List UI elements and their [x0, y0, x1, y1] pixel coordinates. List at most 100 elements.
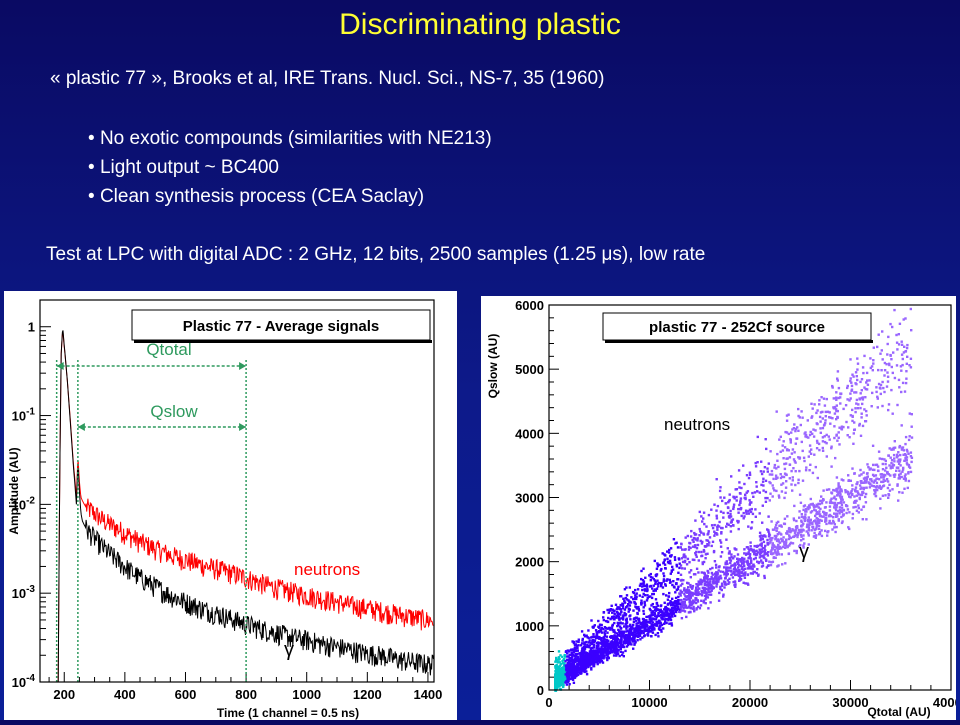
scatter-point — [885, 466, 888, 469]
scatter-point — [586, 636, 589, 639]
scatter-point — [834, 512, 837, 515]
scatter-point — [856, 362, 860, 365]
scatter-point — [842, 509, 845, 512]
scatter-point — [729, 570, 733, 573]
scatter-point — [836, 379, 839, 382]
scatter-point — [668, 548, 671, 552]
scatter-point — [814, 522, 818, 525]
scatter-point — [725, 538, 728, 541]
scatter-point — [641, 579, 645, 582]
scatter-point — [897, 333, 900, 336]
scatter-point — [780, 533, 783, 536]
scatter-point — [630, 631, 634, 634]
scatter-point — [704, 602, 707, 605]
scatter-point — [606, 627, 609, 630]
scatter-point — [624, 614, 627, 617]
scatter-point — [904, 435, 908, 439]
scatter-point — [785, 480, 788, 483]
scatter-point — [583, 633, 586, 637]
scatter-point — [870, 365, 874, 368]
scatter-point — [898, 473, 901, 477]
scatter-point — [881, 468, 885, 471]
scatter-point — [774, 537, 777, 540]
scatter-point — [825, 516, 828, 520]
scatter-point — [742, 511, 745, 515]
scatter-point — [610, 604, 613, 607]
scatter-point — [866, 383, 870, 386]
scatter-point — [687, 545, 691, 549]
scatter-point — [820, 519, 823, 522]
scatter-point — [789, 441, 792, 444]
scatter-point — [628, 615, 631, 618]
scatter-point — [901, 363, 904, 367]
scatter-point — [615, 654, 618, 657]
scatter-point — [849, 479, 852, 482]
scatter-point — [841, 520, 844, 523]
scatter-point — [600, 640, 603, 643]
scatter-point — [700, 571, 703, 574]
scatter-point — [654, 609, 657, 612]
scatter-point — [881, 494, 885, 497]
scatter-point — [650, 596, 654, 600]
scatter-point — [858, 496, 861, 499]
scatter-point — [722, 593, 725, 596]
scatter-point — [598, 647, 601, 650]
scatter-point — [621, 653, 624, 657]
scatter-point — [726, 522, 729, 525]
scatter-point — [739, 560, 743, 563]
scatter-point — [622, 597, 625, 600]
scatter-point — [815, 525, 818, 528]
scatter-point — [731, 518, 735, 521]
scatter-point — [876, 395, 879, 398]
scatter-point — [851, 488, 854, 491]
scatter-point — [682, 555, 685, 559]
y-tick-label: 0 — [537, 683, 544, 698]
scatter-point — [633, 643, 636, 646]
scatter-point — [723, 566, 726, 569]
scatter-point — [665, 621, 668, 625]
scatter-point — [743, 552, 746, 555]
scatter-point — [696, 600, 700, 603]
scatter-point — [668, 559, 672, 563]
scatter-point — [769, 481, 772, 485]
scatter-point — [638, 584, 642, 587]
scatter-point — [865, 518, 868, 521]
scatter-point — [802, 544, 805, 547]
scatter-point — [825, 519, 828, 522]
scatter-point — [771, 536, 774, 540]
scatter-point — [813, 531, 816, 535]
scatter-point — [775, 529, 778, 533]
scatter-point — [566, 678, 569, 681]
scatter-point — [628, 628, 631, 631]
scatter-point — [766, 467, 769, 470]
scatter-point — [625, 638, 629, 641]
scatter-point — [837, 486, 840, 489]
scatter-point — [583, 635, 587, 638]
scatter-point — [628, 640, 631, 643]
scatter-point — [558, 669, 561, 672]
scatter-point — [620, 641, 623, 645]
scatter-point — [849, 491, 852, 495]
scatter-point — [870, 405, 873, 408]
scatter-point — [672, 585, 676, 588]
scatter-point — [777, 520, 780, 524]
scatter-point — [835, 391, 838, 394]
scatter-point — [747, 556, 750, 560]
scatter-point — [634, 605, 637, 608]
scatter-point — [602, 654, 605, 658]
scatter-point — [564, 660, 567, 663]
scatter-point — [661, 618, 664, 621]
scatter-point — [860, 416, 863, 419]
scatter-point — [691, 558, 695, 561]
scatter-point — [660, 567, 663, 571]
scatter-point — [741, 570, 744, 574]
scatter-point — [756, 461, 759, 464]
scatter-point — [789, 541, 793, 544]
scatter-point — [584, 651, 588, 654]
scatter-point — [775, 489, 778, 493]
scatter-point — [760, 548, 764, 551]
scatter-point — [785, 544, 788, 548]
scatter-point — [612, 638, 615, 641]
scatter-point — [720, 526, 723, 530]
